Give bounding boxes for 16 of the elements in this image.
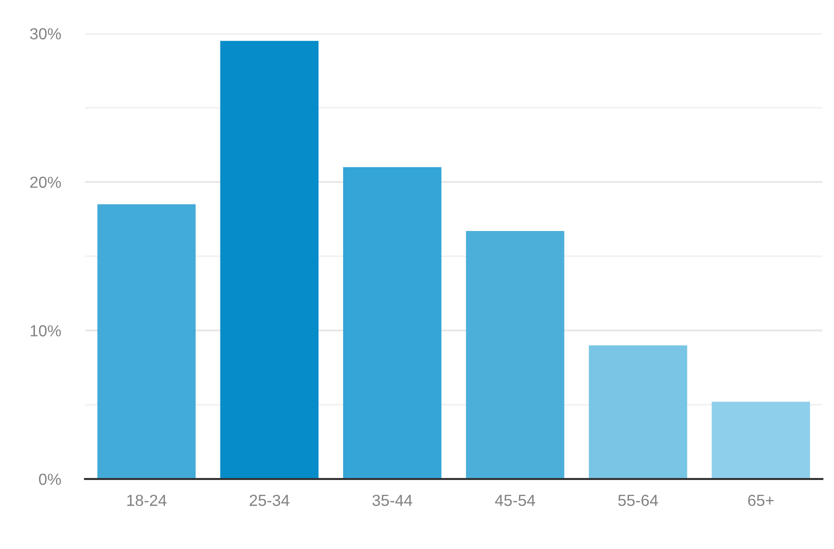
x-tick-label: 25-34 [250, 494, 290, 506]
y-tick-label: 20% [30, 176, 61, 188]
y-tick-label: 10% [30, 325, 61, 336]
y-tick-label: 0% [38, 474, 61, 485]
y-tick-label: 30% [30, 28, 61, 40]
bar [588, 345, 688, 480]
x-tick-label: 35-44 [372, 494, 412, 506]
bar [712, 402, 810, 480]
x-tick-label: 55-64 [618, 494, 658, 506]
x-tick-label: 45-54 [495, 494, 536, 506]
x-tick-label: 65+ [748, 494, 774, 506]
bar [97, 204, 196, 480]
bar [343, 167, 442, 480]
x-tick-label: 18-24 [127, 494, 166, 506]
bar [466, 231, 564, 480]
bar [220, 40, 319, 480]
